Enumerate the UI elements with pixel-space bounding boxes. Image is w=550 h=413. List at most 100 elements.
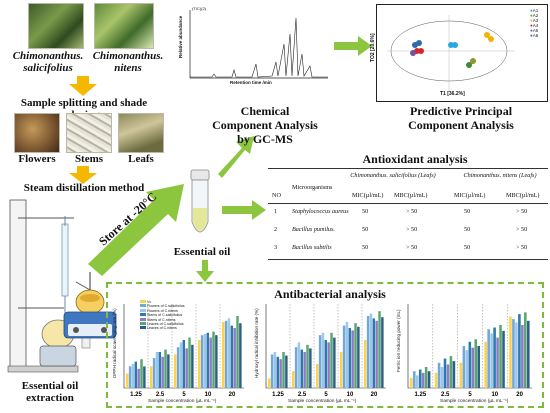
table-header-group2: Chimonanthus. nitens (Leafs) — [463, 172, 537, 179]
bar — [521, 325, 524, 388]
table-col-mic1: MIC(µl/mL) — [352, 192, 384, 199]
bar — [188, 337, 191, 388]
x-tick-label: 2.5 — [156, 392, 165, 398]
bar — [378, 311, 381, 388]
down-arrow-1-icon — [69, 76, 97, 96]
bar — [512, 319, 515, 388]
store-arrow-icon — [88, 184, 184, 276]
gcms-xlabel: Retention time /min — [230, 80, 272, 85]
x-tick-label: 2.5 — [298, 392, 307, 398]
pca-plot — [376, 4, 548, 102]
pca-title: Predictive Principal Component Analysis — [408, 104, 514, 132]
bar-legend-item: Flowers of C.nitens — [140, 308, 185, 313]
plant1-photo — [28, 3, 84, 49]
bar — [174, 354, 177, 388]
bar — [273, 352, 277, 388]
antioxidant-title: Antioxidant analysis — [362, 152, 468, 166]
extraction-label: Essential oil extraction — [21, 380, 79, 404]
bar — [424, 367, 428, 388]
table-row: 2 Bacillus pumilus. 50 > 50 50 > 50 — [274, 226, 528, 233]
bar — [239, 323, 242, 388]
plant2-label: Chimonanthus. nitens — [92, 50, 164, 74]
bar — [366, 316, 370, 388]
bar — [351, 330, 354, 388]
plant2-photo — [94, 3, 154, 49]
bar — [527, 320, 530, 388]
bar — [354, 323, 357, 388]
table-top-rule — [268, 168, 548, 169]
bar — [518, 314, 521, 388]
gcms-title: Chemical Component Analysis by GC-MS — [212, 104, 318, 146]
bar — [484, 341, 487, 388]
table-bottom-rule — [268, 259, 548, 260]
chart2-xlabel: Sample concentration (µL mL⁻¹) — [288, 399, 357, 404]
bar — [143, 366, 146, 388]
bar — [348, 328, 352, 388]
pca-legend-item: ●A3 — [530, 18, 539, 23]
table-head-rule — [268, 203, 548, 204]
x-tick-label: 10 — [205, 392, 212, 398]
x-tick-label: 5 — [468, 392, 472, 398]
pca-legend: ●A1 ●A2 ●A3 ●A4 ●A5 ●A6 — [530, 8, 546, 38]
bar — [176, 347, 180, 388]
bar — [140, 359, 143, 388]
bar — [449, 356, 453, 388]
table-row: 3 Bacillus subtilis 50 > 50 50 > 50 — [274, 244, 528, 251]
bar — [303, 352, 306, 388]
bar — [297, 342, 301, 388]
bar — [437, 362, 441, 388]
flowers-photo — [14, 113, 60, 153]
bar — [443, 358, 447, 388]
x-tick-label: 20 — [371, 392, 378, 398]
bar — [285, 355, 288, 388]
bar — [230, 325, 234, 388]
bar — [200, 335, 204, 388]
bar — [465, 350, 469, 388]
bar — [496, 337, 499, 388]
bar — [459, 362, 463, 388]
bar — [375, 320, 378, 388]
arrow-to-table-icon — [222, 200, 266, 220]
bar — [410, 377, 413, 388]
table-header-group1: Chimonanthus. salicifolius (Leafs) — [350, 172, 436, 179]
bar — [427, 371, 431, 388]
bar-legend-item: Stems of C.salicifolius — [140, 313, 185, 317]
chart1-xlabel: Sample concentration (µL mL⁻¹) — [148, 399, 217, 404]
steam-step: Steam distillation method — [23, 182, 145, 194]
table-col-mbc2: MBC(µl/mL) — [506, 192, 540, 199]
bar — [452, 361, 456, 388]
bar — [224, 320, 228, 388]
stems-photo — [66, 113, 112, 153]
bar — [415, 375, 419, 388]
pca-legend-item: ●A5 — [530, 28, 539, 33]
table-row: 1 Staphylococcus aureus 50 > 50 50 > 50 — [274, 208, 528, 215]
bar — [321, 332, 325, 388]
arrow-to-pca-icon — [334, 36, 372, 56]
essential-oil-label: Essential oil — [173, 246, 231, 258]
bar-legend: Vc Flowers of C.salicifolius Flowers of … — [140, 300, 185, 331]
bar — [292, 371, 295, 388]
bar-legend-item: Vc — [140, 300, 185, 304]
bar — [418, 369, 422, 388]
bar — [381, 317, 384, 388]
x-tick-label: 10 — [347, 392, 354, 398]
bar — [499, 325, 502, 388]
table-col-micro: Microorganisms — [292, 184, 333, 191]
bar — [212, 331, 215, 388]
plant1-label: Chimonanthus. salicifolius — [12, 50, 84, 74]
x-tick-label: 20 — [229, 392, 236, 398]
bar — [340, 352, 343, 388]
pca-legend-item: ●A4 — [530, 23, 539, 28]
bar — [270, 354, 274, 388]
bar — [236, 316, 239, 388]
pca-legend-item: ●A6 — [530, 33, 539, 38]
x-tick-label: 5 — [182, 392, 186, 398]
bar — [324, 340, 328, 388]
bar — [474, 339, 478, 388]
x-tick-label: 1.25 — [415, 392, 427, 398]
bar — [306, 344, 309, 388]
gcms-ylabel: Relative abundance — [178, 15, 183, 58]
bar — [198, 340, 201, 388]
bar — [345, 322, 349, 388]
x-tick-label: 2.5 — [441, 392, 450, 398]
